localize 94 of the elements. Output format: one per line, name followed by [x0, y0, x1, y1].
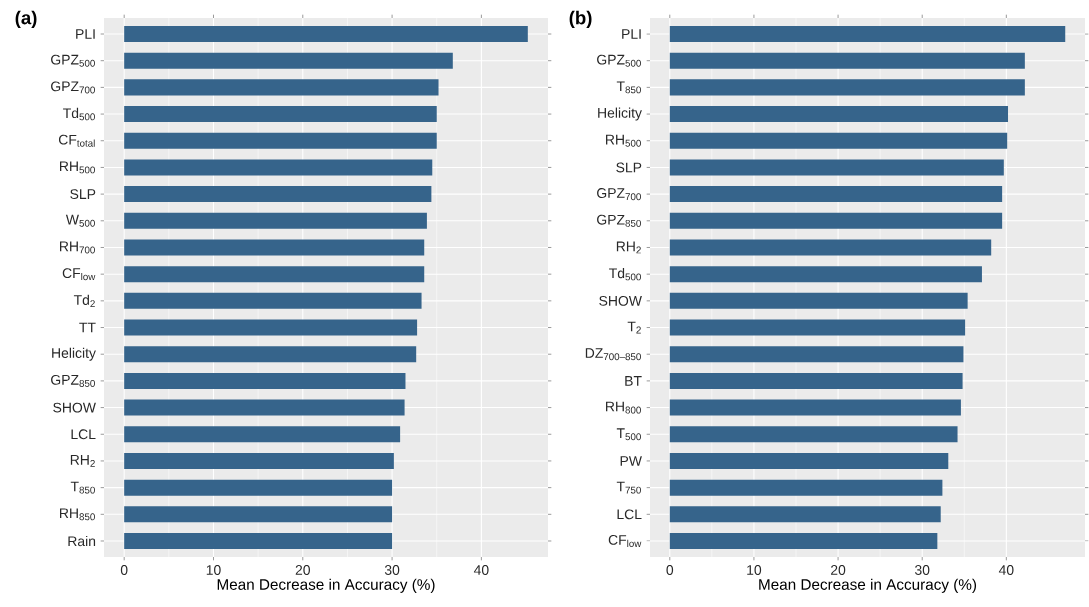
bar	[124, 79, 439, 96]
y-tick-label: PW	[620, 456, 642, 466]
bar	[669, 372, 963, 389]
y-tick-label: T$_{750}$	[616, 481, 641, 494]
y-tick-label: Helicity	[52, 347, 96, 361]
bar	[124, 266, 425, 283]
bar	[669, 506, 941, 523]
y-tick-label: Td$_{500}$	[609, 267, 641, 281]
bar	[669, 426, 958, 443]
bar	[124, 186, 432, 203]
bar	[669, 79, 1025, 96]
y-tick-label: T$_{850}$	[616, 81, 641, 94]
y-tick-label: SHOW	[599, 295, 642, 306]
bar	[124, 399, 405, 416]
x-tick-label: 0	[666, 565, 674, 575]
bar	[669, 292, 968, 309]
bar	[669, 106, 1009, 123]
bar	[124, 372, 406, 389]
y-tick-label: GPZ$_{850}$	[597, 214, 641, 227]
x-tick-label: 30	[914, 565, 930, 575]
x-tick-label: 40	[998, 565, 1014, 575]
x-tick-label: 0	[120, 565, 128, 575]
y-tick-label: Td$_{500}$	[63, 107, 95, 121]
y-tick-label: SLP	[616, 162, 642, 173]
bar	[669, 239, 992, 256]
y-tick-label: T$_{850}$	[70, 481, 95, 494]
y-tick-label: GPZ$_{500}$	[597, 54, 641, 67]
y-tick-label: PLI	[76, 29, 95, 39]
bar	[124, 292, 422, 309]
x-tick-label: 40	[473, 565, 489, 575]
y-tick-label: RH$_{800}$	[606, 401, 641, 414]
bar	[669, 319, 966, 336]
y-tick-label: Td$_{2}$	[73, 294, 95, 307]
bar	[669, 266, 982, 283]
y-tick-label: RH$_{500}$	[606, 134, 641, 147]
chart-title: (a)	[15, 10, 37, 29]
bar	[669, 186, 1003, 203]
bar	[669, 479, 943, 496]
y-tick-label: CF$_{total}$	[58, 134, 95, 147]
y-tick-label: Rain	[68, 535, 96, 547]
y-tick-label: CF$_{low}$	[62, 268, 96, 281]
bar	[124, 159, 433, 176]
y-tick-label: GPZ$_{500}$	[51, 54, 95, 67]
bar	[669, 452, 949, 469]
x-tick-label: 10	[747, 565, 762, 575]
y-tick-label: RH$_{850}$	[60, 508, 95, 521]
y-tick-label: GPZ$_{700}$	[51, 81, 95, 94]
x-axis-title: Mean Decrease in Accuracy (%)	[759, 578, 977, 593]
y-tick-label: RH$_{2}$	[70, 455, 95, 467]
bar	[124, 132, 437, 149]
bar	[124, 532, 393, 549]
x-tick-label: 30	[384, 565, 400, 575]
y-tick-label: TT	[79, 322, 96, 333]
bar	[669, 52, 1025, 69]
bar	[669, 159, 1004, 176]
y-tick-label: Helicity	[598, 107, 642, 121]
x-axis-title: Mean Decrease in Accuracy (%)	[217, 578, 435, 593]
y-tick-label: SLP	[70, 189, 96, 200]
y-tick-label: SHOW	[53, 402, 96, 413]
y-tick-label: GPZ$_{850}$	[51, 374, 95, 387]
y-tick-label: LCL	[71, 429, 96, 440]
y-tick-label: CF$_{low}$	[608, 535, 642, 548]
bar	[669, 346, 964, 363]
bar	[124, 52, 453, 69]
y-tick-label: RH$_{2}$	[616, 241, 641, 254]
chart-title: (b)	[569, 10, 592, 29]
x-tick-label: 20	[295, 565, 310, 575]
bar	[669, 212, 1003, 229]
y-tick-label: T$_{2}$	[627, 321, 641, 334]
bar	[124, 452, 394, 469]
y-tick-label: RH$_{500}$	[60, 161, 95, 174]
x-tick-label: 20	[831, 565, 846, 575]
bar	[124, 106, 437, 123]
bar	[124, 319, 418, 336]
y-tick-label: T$_{500}$	[616, 428, 641, 441]
bar	[669, 26, 1066, 43]
bar	[124, 346, 417, 363]
y-tick-label: LCL	[617, 509, 642, 520]
bar	[124, 506, 393, 523]
bar	[124, 26, 528, 43]
y-tick-label: DZ$_{700–850}$	[585, 348, 641, 361]
bar	[124, 212, 427, 229]
y-tick-label: RH$_{700}$	[60, 241, 95, 254]
bar	[124, 479, 393, 496]
y-tick-label: GPZ$_{700}$	[597, 188, 641, 201]
bar	[124, 239, 425, 256]
x-tick-label: 10	[206, 565, 221, 575]
bar	[124, 426, 401, 443]
bar	[669, 399, 961, 416]
y-tick-label: BT	[625, 376, 642, 386]
bar	[669, 132, 1008, 149]
y-tick-label: PLI	[622, 29, 641, 39]
y-tick-label: W$_{500}$	[65, 214, 95, 227]
bar	[669, 532, 938, 549]
